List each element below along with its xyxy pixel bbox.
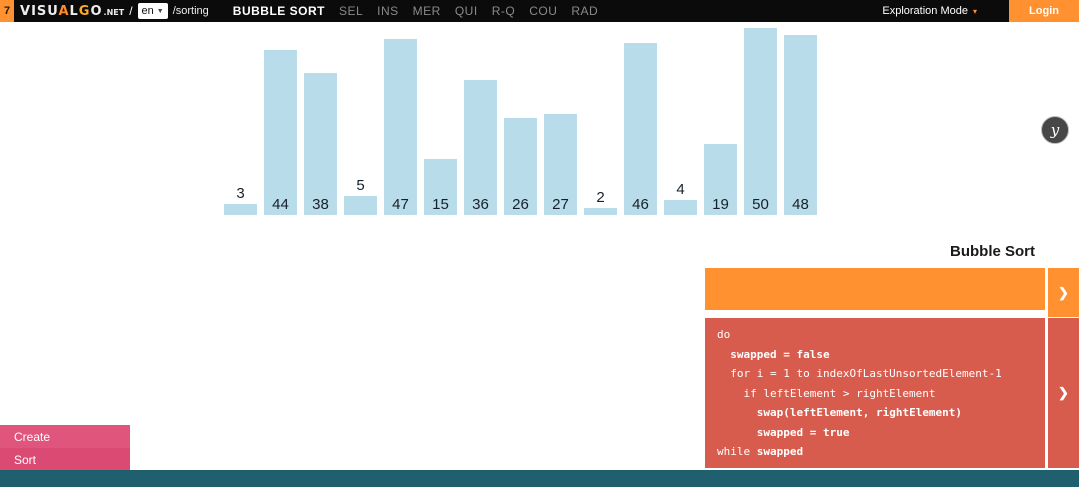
bar-rect bbox=[464, 80, 497, 215]
mascot-icon[interactable]: y bbox=[1041, 116, 1069, 144]
status-collapse-tab[interactable]: ❯ bbox=[1048, 268, 1079, 317]
bar-value-label: 38 bbox=[312, 196, 329, 213]
sorting-nav: BUBBLE SORT SEL INS MER QUI R-Q COU RAD bbox=[233, 4, 598, 18]
code-line: while swapped bbox=[717, 445, 804, 458]
chevron-right-icon: ❯ bbox=[1058, 284, 1069, 300]
logo-letter: S bbox=[36, 3, 48, 19]
bar-value-label: 50 bbox=[752, 196, 769, 213]
code-line: swap(leftElement, rightElement) bbox=[756, 406, 963, 419]
bar-rect bbox=[304, 73, 337, 215]
bar-value-label: 2 bbox=[596, 189, 605, 206]
bar-value-label: 48 bbox=[792, 196, 809, 213]
nav-sel[interactable]: SEL bbox=[338, 4, 364, 18]
bar: 2 bbox=[584, 28, 617, 215]
logo-letter: V bbox=[20, 3, 32, 19]
bar: 3 bbox=[224, 28, 257, 215]
bar: 36 bbox=[464, 28, 497, 215]
bar: 4 bbox=[664, 28, 697, 215]
bar-value-label: 47 bbox=[392, 196, 409, 213]
bar-rect bbox=[544, 114, 577, 215]
bar-rect bbox=[704, 144, 737, 215]
menu-create[interactable]: Create bbox=[0, 425, 130, 448]
language-value: en bbox=[141, 5, 154, 17]
bar: 27 bbox=[544, 28, 577, 215]
bar: 50 bbox=[744, 28, 777, 215]
bar-rect bbox=[424, 159, 457, 215]
bar-value-label: 46 bbox=[632, 196, 649, 213]
bar: 26 bbox=[504, 28, 537, 215]
logo-letter: A bbox=[58, 3, 70, 19]
code-line: swapped = false bbox=[730, 347, 830, 361]
login-button[interactable]: Login bbox=[1009, 0, 1079, 22]
bar-rect bbox=[584, 208, 617, 215]
control-menu: Create Sort bbox=[0, 425, 130, 471]
footer-bar bbox=[0, 470, 1079, 487]
bar-rect bbox=[344, 196, 377, 215]
menu-sort[interactable]: Sort bbox=[0, 448, 130, 471]
slide-number-badge: 7 bbox=[0, 0, 14, 22]
code-line: if leftElement > rightElement bbox=[717, 386, 936, 400]
pseudocode-panel: do swapped = false for i = 1 to indexOfL… bbox=[705, 318, 1045, 468]
logo-letter: U bbox=[47, 3, 59, 19]
bar-rect bbox=[784, 35, 817, 215]
bar: 47 bbox=[384, 28, 417, 215]
bar-value-label: 3 bbox=[236, 185, 245, 202]
bar: 46 bbox=[624, 28, 657, 215]
bar-rect bbox=[384, 39, 417, 215]
bar-value-label: 26 bbox=[512, 196, 529, 213]
logo-letter: L bbox=[69, 3, 79, 19]
bar-rect bbox=[664, 200, 697, 215]
nav-qui[interactable]: QUI bbox=[454, 4, 478, 18]
bar-rect bbox=[504, 118, 537, 215]
bar: 48 bbox=[784, 28, 817, 215]
code-collapse-tab[interactable]: ❯ bbox=[1048, 318, 1079, 468]
bar-chart: 3 44 38 5 47 15 36 26 27 2 46 4 19 50 48 bbox=[224, 28, 817, 215]
logo-suffix: .NET bbox=[103, 7, 125, 17]
chevron-right-icon: ❯ bbox=[1058, 385, 1069, 400]
logo-letter: O bbox=[90, 3, 103, 19]
nav-ins[interactable]: INS bbox=[377, 4, 399, 18]
path-separator: / bbox=[129, 4, 133, 18]
nav-cou[interactable]: COU bbox=[529, 4, 558, 18]
bar-value-label: 4 bbox=[676, 181, 685, 198]
exploration-mode-menu[interactable]: Exploration Mode ▾ bbox=[882, 5, 977, 17]
status-panel bbox=[705, 268, 1045, 310]
bar: 44 bbox=[264, 28, 297, 215]
nav-rad[interactable]: RAD bbox=[571, 4, 599, 18]
logo-letter: G bbox=[78, 3, 91, 19]
code-line: do bbox=[717, 328, 731, 341]
topbar: 7 VISUALGO .NET / en ▼ /sorting BUBBLE SO… bbox=[0, 0, 1079, 22]
algorithm-title: Bubble Sort bbox=[950, 243, 1035, 260]
bar-value-label: 19 bbox=[712, 196, 729, 213]
visualgo-logo[interactable]: VISUALGO .NET bbox=[20, 4, 124, 19]
exploration-mode-label: Exploration Mode bbox=[882, 5, 968, 17]
bar: 5 bbox=[344, 28, 377, 215]
bar-rect bbox=[624, 43, 657, 215]
caret-down-icon: ▾ bbox=[972, 6, 977, 16]
bar: 38 bbox=[304, 28, 337, 215]
bar-value-label: 15 bbox=[432, 196, 449, 213]
language-select[interactable]: en ▼ bbox=[137, 3, 168, 19]
path-label[interactable]: /sorting bbox=[172, 5, 209, 17]
bar-rect bbox=[264, 50, 297, 215]
nav-r-q[interactable]: R-Q bbox=[491, 4, 516, 18]
nav-mer[interactable]: MER bbox=[412, 4, 441, 18]
logo-text: VISUALGO bbox=[20, 4, 103, 19]
bar-value-label: 5 bbox=[356, 177, 365, 194]
nav-bubble-sort[interactable]: BUBBLE SORT bbox=[232, 4, 325, 18]
bar-value-label: 36 bbox=[472, 196, 489, 213]
bar-rect bbox=[744, 28, 777, 215]
chevron-down-icon: ▼ bbox=[156, 7, 164, 15]
bar: 15 bbox=[424, 28, 457, 215]
code-line: swapped = true bbox=[756, 425, 850, 439]
bar-value-label: 44 bbox=[272, 196, 289, 213]
code-line: for i = 1 to indexOfLastUnsortedElement-… bbox=[717, 367, 1002, 380]
logo-letter: I bbox=[31, 3, 37, 19]
bar-value-label: 27 bbox=[552, 196, 569, 213]
bar: 19 bbox=[704, 28, 737, 215]
bar-rect bbox=[224, 204, 257, 215]
